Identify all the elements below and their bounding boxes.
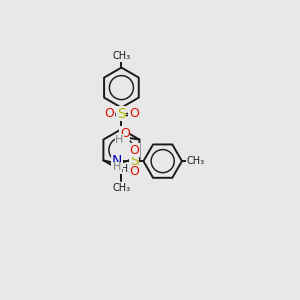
Text: N: N: [112, 154, 122, 168]
Text: O: O: [129, 107, 139, 120]
Text: O: O: [129, 165, 139, 178]
Text: S: S: [117, 107, 126, 121]
Text: H: H: [115, 135, 124, 145]
Text: CH₃: CH₃: [112, 51, 130, 61]
Text: O: O: [120, 127, 130, 140]
Text: S: S: [130, 154, 139, 168]
Text: O: O: [129, 144, 139, 157]
Text: CH₃: CH₃: [187, 156, 205, 166]
Text: H: H: [113, 162, 122, 172]
Text: O: O: [104, 107, 114, 120]
Text: CH₃: CH₃: [112, 183, 130, 193]
Text: CH₃: CH₃: [114, 164, 132, 174]
